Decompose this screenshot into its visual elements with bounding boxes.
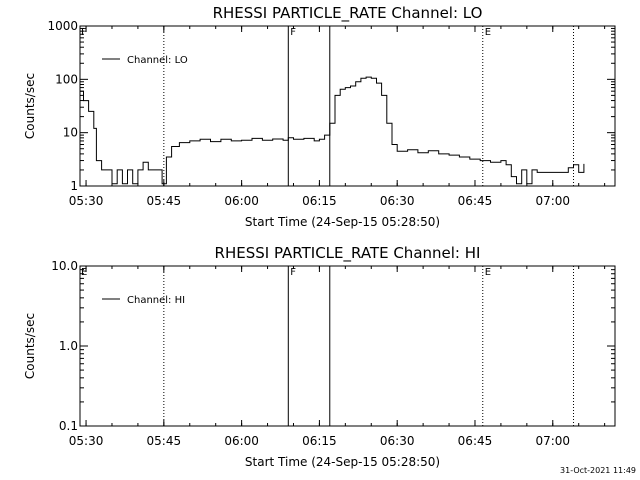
x-tick-label: 06:00 — [224, 194, 259, 208]
x-tick-label: 06:00 — [224, 434, 259, 448]
x-tick-label: 07:00 — [535, 434, 570, 448]
y-tick-label: 1000 — [47, 19, 78, 33]
x-tick-label: 06:30 — [380, 434, 415, 448]
x-tick-label: 06:30 — [380, 194, 415, 208]
corner-label: F — [81, 27, 87, 38]
plot-frame — [79, 265, 616, 427]
x-tick-label: 05:30 — [69, 194, 104, 208]
x-tick-label: 06:45 — [458, 434, 493, 448]
y-tick-label: 1 — [70, 179, 78, 193]
x-tick-label: 07:00 — [535, 194, 570, 208]
x-tick-label: 05:45 — [147, 194, 182, 208]
y-tick-label: 0.1 — [59, 419, 78, 433]
y-tick-label: 100 — [55, 72, 78, 86]
y-tick-label: 1.0 — [59, 339, 78, 353]
y-axis-label: Counts/sec — [23, 73, 37, 139]
chart-panel-0: RHESSI PARTICLE_RATE Channel: LO 05:30 05:… — [23, 4, 616, 229]
x-tick-label: 06:15 — [302, 194, 337, 208]
x-axis-label: Start Time (24-Sep-15 05:28:50) — [245, 455, 440, 469]
series-line — [80, 76, 585, 185]
legend-label: Channel: LO — [127, 55, 188, 66]
footer-timestamp: 31-Oct-2021 11:49 — [560, 466, 636, 475]
chart-title: RHESSI PARTICLE_RATE Channel: LO — [213, 4, 483, 23]
y-axis-label: Counts/sec — [23, 313, 37, 379]
legend-label: Channel: HI — [127, 295, 185, 306]
time-marker-label: E — [485, 27, 491, 38]
time-marker-label: F — [290, 267, 296, 278]
plot-frame — [79, 25, 616, 187]
x-tick-label: 06:45 — [458, 194, 493, 208]
y-tick-label: 10 — [63, 126, 78, 140]
time-marker-label: E — [485, 267, 491, 278]
chart-title: RHESSI PARTICLE_RATE Channel: HI — [215, 244, 481, 263]
x-tick-label: 05:45 — [147, 434, 182, 448]
x-tick-label: 05:30 — [69, 434, 104, 448]
x-axis-label: Start Time (24-Sep-15 05:28:50) — [245, 215, 440, 229]
corner-label: E — [81, 267, 87, 278]
y-tick-label: 10.0 — [51, 259, 78, 273]
time-marker-label: F — [290, 27, 296, 38]
chart-panel-1: RHESSI PARTICLE_RATE Channel: HI 05:30 05:… — [23, 244, 616, 469]
x-tick-label: 06:15 — [302, 434, 337, 448]
